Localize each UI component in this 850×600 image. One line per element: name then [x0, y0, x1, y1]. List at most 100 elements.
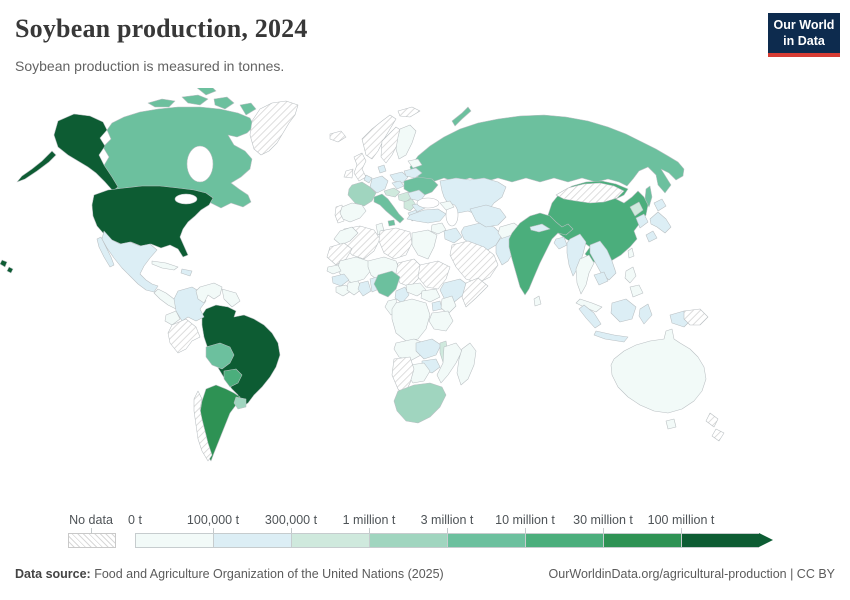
legend-segment[interactable]	[681, 533, 759, 548]
country-vietnam-laos[interactable]	[589, 240, 617, 281]
country-benelux[interactable]	[363, 174, 373, 184]
country-morocco[interactable]	[333, 226, 359, 246]
country-greenland[interactable]	[249, 100, 299, 156]
country-south-sudan[interactable]	[420, 288, 441, 303]
country-ireland[interactable]	[343, 168, 354, 179]
country-japan[interactable]	[645, 198, 672, 243]
country-russia[interactable]	[409, 106, 685, 194]
country-peru[interactable]	[167, 318, 201, 354]
country-philippines[interactable]	[624, 266, 644, 298]
owid-logo[interactable]: Our World in Data	[768, 13, 840, 58]
country-bangladesh[interactable]	[553, 236, 568, 250]
legend-tick-mark	[603, 528, 604, 533]
country-saudi-arabia[interactable]	[449, 240, 499, 284]
legend-segment[interactable]	[603, 533, 681, 548]
country-somalia[interactable]	[461, 277, 489, 308]
country-libya[interactable]	[378, 227, 413, 260]
country-cambodia[interactable]	[593, 271, 609, 286]
country-cameroon[interactable]	[394, 286, 410, 304]
country-spain[interactable]	[339, 202, 367, 223]
country-romania[interactable]	[407, 189, 426, 202]
data-source-text: Food and Agriculture Organization of the…	[90, 567, 444, 581]
country-france[interactable]	[347, 181, 377, 207]
legend-segment[interactable]	[525, 533, 603, 548]
legend-segment[interactable]	[213, 533, 291, 548]
country-denmark[interactable]	[377, 164, 387, 174]
country-ukraine[interactable]	[403, 176, 439, 197]
country-serbia-balkans[interactable]	[403, 198, 417, 212]
country-levant[interactable]	[430, 222, 447, 235]
legend-no-data-tick	[91, 528, 92, 533]
country-finland[interactable]	[395, 124, 417, 160]
country-svalbard[interactable]	[397, 106, 421, 118]
country-cuba[interactable]	[151, 260, 179, 271]
country-caucasus[interactable]	[439, 200, 455, 211]
country-new-zealand[interactable]	[705, 412, 725, 442]
country-australia[interactable]	[610, 328, 707, 430]
country-canada-arctic-islands[interactable]	[147, 88, 257, 116]
country-uganda[interactable]	[431, 300, 443, 312]
country-kenya[interactable]	[440, 295, 457, 315]
country-mexico[interactable]	[96, 230, 159, 293]
country-iraq[interactable]	[443, 227, 463, 244]
country-central-asia[interactable]	[469, 204, 507, 228]
country-tanzania[interactable]	[428, 310, 454, 332]
country-belarus[interactable]	[403, 167, 423, 179]
country-senegal[interactable]	[326, 264, 342, 275]
country-poland[interactable]	[389, 171, 409, 184]
legend-segment[interactable]	[447, 533, 525, 548]
country-bolivia[interactable]	[205, 342, 235, 370]
country-venezuela[interactable]	[195, 282, 223, 304]
country-mozambique[interactable]	[436, 342, 463, 384]
country-malaysia[interactable]	[575, 298, 603, 313]
country-ecuador[interactable]	[164, 310, 181, 326]
legend-tick-label: 100,000 t	[186, 513, 240, 527]
legend-segment[interactable]	[369, 533, 447, 548]
country-russia-sakhalin[interactable]	[644, 185, 653, 208]
country-turkey[interactable]	[406, 208, 447, 224]
country-zambia[interactable]	[415, 338, 442, 360]
legend-tick-mark	[525, 528, 526, 533]
country-madagascar[interactable]	[456, 342, 477, 386]
country-united-states-hawaii[interactable]	[0, 259, 14, 274]
country-baltic-states[interactable]	[407, 158, 423, 169]
legend-segment[interactable]	[291, 533, 369, 548]
country-ghana[interactable]	[357, 280, 372, 297]
country-guinea[interactable]	[331, 273, 350, 287]
country-nigeria[interactable]	[373, 270, 401, 298]
country-italy[interactable]	[373, 193, 405, 227]
country-south-africa[interactable]	[393, 382, 447, 424]
country-western-sahara-mauritania[interactable]	[326, 242, 353, 266]
country-guyanas[interactable]	[221, 288, 241, 308]
country-thailand[interactable]	[575, 254, 595, 295]
country-taiwan[interactable]	[627, 247, 635, 259]
country-egypt[interactable]	[411, 229, 438, 260]
country-india[interactable]	[508, 212, 574, 296]
country-nepal[interactable]	[529, 223, 551, 233]
legend-no-data-swatch[interactable]	[68, 533, 116, 548]
page-title: Soybean production, 2024	[15, 14, 308, 43]
country-sudan[interactable]	[417, 260, 451, 290]
footer-link[interactable]: OurWorldinData.org/agricultural-producti…	[548, 567, 835, 581]
country-ivory-coast[interactable]	[346, 280, 363, 296]
legend-segment[interactable]	[135, 533, 213, 548]
country-sri-lanka[interactable]	[533, 295, 542, 307]
country-north-korea[interactable]	[629, 201, 644, 217]
country-uruguay[interactable]	[233, 396, 247, 410]
country-iceland[interactable]	[329, 130, 347, 143]
country-united-kingdom[interactable]	[353, 152, 367, 182]
country-indonesia[interactable]	[578, 298, 693, 343]
country-chile[interactable]	[193, 390, 213, 462]
country-hispaniola[interactable]	[180, 268, 193, 277]
country-central-europe[interactable]	[383, 187, 401, 198]
country-mongolia[interactable]	[555, 182, 625, 204]
country-papua-new-guinea[interactable]	[683, 308, 709, 326]
country-united-states-alaska[interactable]	[16, 113, 119, 192]
country-chad[interactable]	[395, 258, 423, 288]
country-norway[interactable]	[361, 114, 397, 160]
country-ethiopia[interactable]	[439, 278, 469, 304]
country-south-korea[interactable]	[635, 213, 649, 229]
country-paraguay[interactable]	[223, 368, 243, 388]
country-dr-congo[interactable]	[391, 298, 431, 342]
